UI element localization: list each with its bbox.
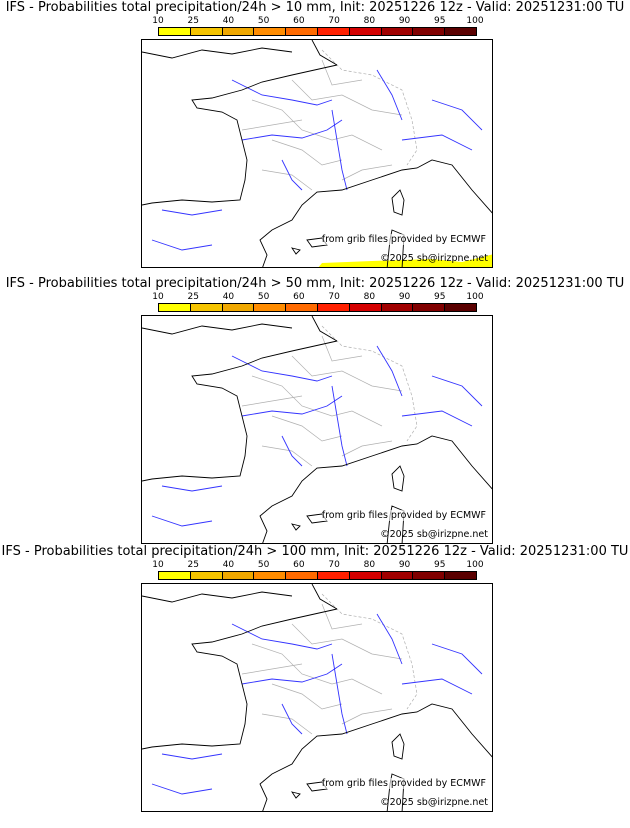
colorbar-tick: 95 — [434, 560, 446, 570]
colorbar-segment — [317, 28, 350, 35]
colorbar-tick: 90 — [398, 560, 411, 570]
colorbar-ticks: 10 25 40 50 60 70 80 90 95 100 — [152, 16, 483, 27]
admin-borders — [241, 593, 418, 735]
probability-map: from grib files provided by ECMWF ©2025 … — [141, 315, 493, 544]
colorbar-tick: 60 — [293, 16, 305, 26]
colorbar-segment — [413, 28, 446, 35]
colorbar-segment — [445, 572, 476, 579]
colorbar-segment — [445, 304, 476, 311]
copyright: ©2025 sb@irizpne.net — [380, 253, 488, 264]
colorbar-ticks: 10 25 40 50 60 70 80 90 95 100 — [152, 560, 483, 571]
colorbar-tick: 100 — [466, 16, 484, 26]
colorbar-segment — [159, 28, 191, 35]
colorbar-tick: 50 — [257, 292, 270, 302]
colorbar-tick: 50 — [257, 16, 270, 26]
colorbar-segment — [317, 304, 350, 311]
panel-title: IFS - Probabilities total precipitation/… — [5, 0, 625, 15]
colorbar-tick: 95 — [434, 292, 446, 302]
copyright: ©2025 sb@irizpne.net — [380, 529, 488, 540]
colorbar-segment — [222, 572, 255, 579]
forecast-panel: IFS - Probabilities total precipitation/… — [0, 544, 630, 812]
colorbar — [158, 27, 477, 36]
colorbar-tick: 60 — [293, 292, 305, 302]
rivers — [151, 613, 483, 795]
colorbar-segment — [286, 304, 318, 311]
colorbar-segment — [413, 572, 446, 579]
colorbar-tick: 10 — [152, 560, 164, 570]
source-credit: from grib files provided by ECMWF — [321, 234, 486, 245]
colorbar-tick: 70 — [328, 560, 340, 570]
colorbar-segment — [413, 304, 446, 311]
colorbar-tick: 70 — [328, 292, 340, 302]
probability-map: from grib files provided by ECMWF ©2025 … — [141, 39, 493, 268]
colorbar-segment — [381, 304, 414, 311]
colorbar-tick: 40 — [222, 292, 235, 302]
colorbar-tick: 70 — [328, 16, 340, 26]
colorbar-tick: 25 — [187, 16, 199, 26]
colorbar-segment — [254, 28, 287, 35]
colorbar-tick: 95 — [434, 16, 446, 26]
colorbar-segment — [190, 572, 223, 579]
coastline — [142, 316, 492, 543]
copyright: ©2025 sb@irizpne.net — [380, 797, 488, 808]
colorbar-tick: 90 — [398, 16, 411, 26]
colorbar-segment — [349, 304, 382, 311]
colorbar-segment — [254, 572, 287, 579]
admin-borders — [241, 325, 418, 467]
precip-area — [318, 254, 492, 267]
colorbar-tick: 40 — [222, 560, 235, 570]
colorbar-segment — [286, 28, 318, 35]
colorbar-segment — [190, 28, 223, 35]
colorbar-segment — [159, 572, 191, 579]
colorbar-segment — [317, 572, 350, 579]
colorbar-tick: 10 — [152, 16, 164, 26]
colorbar-ticks: 10 25 40 50 60 70 80 90 95 100 — [152, 292, 483, 303]
panel-title: IFS - Probabilities total precipitation/… — [1, 544, 629, 559]
colorbar-segment — [222, 304, 255, 311]
source-credit: from grib files provided by ECMWF — [321, 510, 486, 521]
forecast-panel: IFS - Probabilities total precipitation/… — [0, 0, 630, 268]
panel-title: IFS - Probabilities total precipitation/… — [5, 276, 625, 291]
colorbar-tick: 50 — [257, 560, 270, 570]
forecast-panel: IFS - Probabilities total precipitation/… — [0, 276, 630, 544]
rivers — [151, 345, 483, 527]
colorbar-segment — [190, 304, 223, 311]
colorbar-segment — [286, 572, 318, 579]
colorbar-tick: 10 — [152, 292, 164, 302]
colorbar-tick: 40 — [222, 16, 235, 26]
admin-borders — [241, 49, 418, 191]
colorbar-segment — [254, 304, 287, 311]
colorbar-tick: 90 — [398, 292, 411, 302]
colorbar-tick: 25 — [187, 292, 199, 302]
colorbar-tick: 80 — [363, 16, 376, 26]
map-svg — [142, 316, 492, 543]
colorbar — [158, 303, 477, 312]
colorbar — [158, 571, 477, 580]
colorbar-tick: 100 — [466, 292, 484, 302]
colorbar-segment — [381, 28, 414, 35]
colorbar-tick: 80 — [363, 560, 376, 570]
colorbar-segment — [349, 28, 382, 35]
colorbar-tick: 100 — [466, 560, 484, 570]
colorbar-segment — [159, 304, 191, 311]
colorbar-segment — [349, 572, 382, 579]
coastline — [142, 40, 492, 267]
probability-map: from grib files provided by ECMWF ©2025 … — [141, 583, 493, 812]
map-svg — [142, 40, 492, 267]
source-credit: from grib files provided by ECMWF — [321, 778, 486, 789]
colorbar-segment — [381, 572, 414, 579]
colorbar-tick: 25 — [187, 560, 199, 570]
colorbar-tick: 60 — [293, 560, 305, 570]
rivers — [151, 69, 483, 251]
colorbar-segment — [445, 28, 476, 35]
colorbar-segment — [222, 28, 255, 35]
colorbar-tick: 80 — [363, 292, 376, 302]
